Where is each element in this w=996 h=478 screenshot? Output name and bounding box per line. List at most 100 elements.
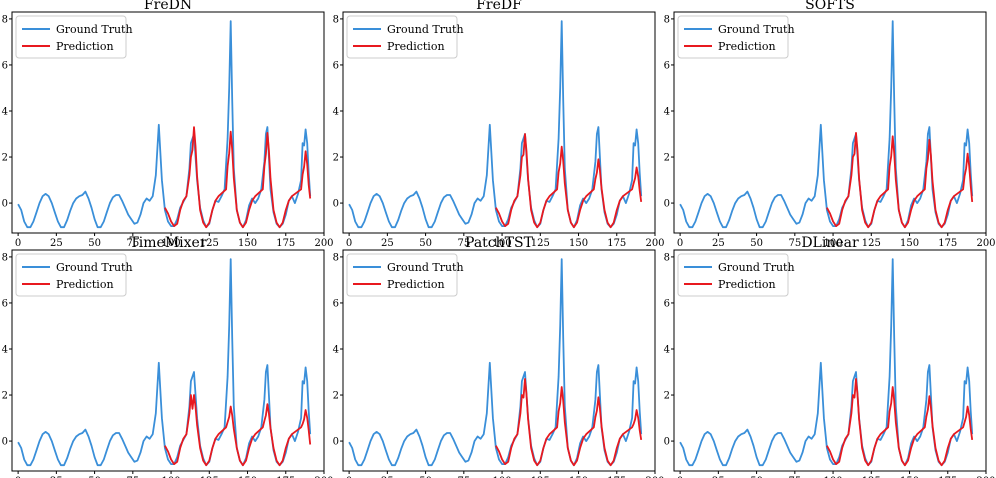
legend-box bbox=[677, 253, 789, 297]
x-tick-label: 150 bbox=[569, 476, 588, 478]
x-tick-label: 100 bbox=[824, 238, 843, 249]
y-tick-label: 4 bbox=[2, 106, 8, 117]
x-tick-label: 75 bbox=[126, 476, 139, 478]
legend-label-prediction: Prediction bbox=[56, 278, 114, 291]
legend-label-ground-truth: Ground Truth bbox=[56, 261, 133, 274]
series-prediction bbox=[495, 378, 643, 467]
chart-patchtst: PatchTST 0 25 50 75 100 125 150 175 200 0 2 4 6 8 Groun… bbox=[333, 235, 665, 478]
x-tick-label: 0 bbox=[677, 238, 683, 249]
series-prediction bbox=[495, 133, 643, 229]
x-tick-label: 100 bbox=[824, 476, 843, 478]
x-tick-label: 125 bbox=[531, 476, 550, 478]
x-tick-label: 175 bbox=[276, 238, 295, 249]
x-tick-label: 0 bbox=[677, 476, 683, 478]
x-tick-label: 125 bbox=[862, 476, 881, 478]
y-tick-label: 6 bbox=[2, 60, 8, 71]
legend-box bbox=[15, 15, 127, 59]
y-tick-label: 2 bbox=[333, 153, 339, 164]
y-tick-label: 4 bbox=[664, 344, 670, 355]
chart-title: DLinear bbox=[801, 235, 859, 251]
x-tick-label: 50 bbox=[419, 476, 432, 478]
legend-label-ground-truth: Ground Truth bbox=[387, 261, 464, 274]
y-tick-label: 8 bbox=[333, 252, 339, 263]
x-tick-label: 0 bbox=[15, 476, 21, 478]
y-tick-label: 0 bbox=[664, 437, 670, 448]
x-tick-label: 25 bbox=[381, 476, 394, 478]
series-prediction bbox=[826, 132, 974, 229]
y-tick-label: 0 bbox=[2, 437, 8, 448]
legend: Ground Truth Prediction bbox=[346, 253, 464, 297]
x-tick-label: 200 bbox=[314, 476, 333, 478]
x-tick-label: 75 bbox=[788, 476, 801, 478]
chart-title: FreDF bbox=[476, 0, 522, 13]
x-tick-label: 150 bbox=[900, 476, 919, 478]
x-tick-label: 125 bbox=[862, 238, 881, 249]
x-tick-label: 200 bbox=[645, 238, 664, 249]
legend-label-ground-truth: Ground Truth bbox=[387, 23, 464, 36]
chart-dlinear: DLinear 0 25 50 75 100 125 150 175 200 0 2 4 6 8 Ground… bbox=[664, 235, 996, 478]
x-tick-label: 125 bbox=[531, 238, 550, 249]
x-tick-label: 125 bbox=[200, 476, 219, 478]
x-tick-label: 125 bbox=[200, 238, 219, 249]
x-tick-label: 175 bbox=[607, 476, 626, 478]
x-tick-label: 0 bbox=[15, 238, 21, 249]
legend: Ground Truth Prediction bbox=[15, 253, 133, 297]
x-tick-label: 200 bbox=[976, 476, 995, 478]
legend-box bbox=[346, 253, 458, 297]
x-tick-label: 25 bbox=[712, 476, 725, 478]
y-tick-label: 2 bbox=[664, 391, 670, 402]
legend: Ground Truth Prediction bbox=[677, 15, 795, 59]
y-tick-label: 6 bbox=[2, 298, 8, 309]
y-tick-label: 8 bbox=[664, 252, 670, 263]
series-prediction bbox=[164, 394, 312, 467]
chart-fredn: FreDN 0 25 50 75 100 125 150 175 200 0 2 4 6 8 Ground T… bbox=[2, 0, 334, 249]
x-tick-label: 200 bbox=[976, 238, 995, 249]
x-tick-label: 150 bbox=[569, 238, 588, 249]
x-tick-label: 100 bbox=[162, 238, 181, 249]
x-tick-label: 0 bbox=[346, 476, 352, 478]
y-tick-label: 4 bbox=[333, 106, 339, 117]
legend-box bbox=[346, 15, 458, 59]
chart-title: FreDN bbox=[144, 0, 192, 13]
chart-title: PatchTST bbox=[465, 235, 534, 251]
chart-softs: SOFTS 0 25 50 75 100 125 150 175 200 0 2 4 6 8 Ground T… bbox=[664, 0, 996, 249]
x-tick-label: 150 bbox=[238, 476, 257, 478]
y-tick-label: 2 bbox=[2, 153, 8, 164]
x-tick-label: 50 bbox=[419, 238, 432, 249]
y-tick-label: 6 bbox=[333, 298, 339, 309]
y-tick-label: 0 bbox=[664, 199, 670, 210]
plot-frame bbox=[11, 249, 325, 472]
legend: Ground Truth Prediction bbox=[15, 15, 133, 59]
chart-title: TimeMixer bbox=[129, 235, 206, 251]
y-tick-label: 4 bbox=[664, 106, 670, 117]
x-tick-label: 200 bbox=[314, 238, 333, 249]
series-ground-truth bbox=[348, 20, 643, 229]
series-ground-truth bbox=[679, 258, 974, 467]
y-tick-label: 2 bbox=[664, 153, 670, 164]
plot-frame bbox=[673, 11, 987, 234]
legend-label-ground-truth: Ground Truth bbox=[718, 23, 795, 36]
series-prediction bbox=[164, 126, 312, 229]
x-tick-label: 150 bbox=[238, 238, 257, 249]
legend: Ground Truth Prediction bbox=[346, 15, 464, 59]
y-tick-label: 0 bbox=[333, 199, 339, 210]
y-tick-label: 4 bbox=[333, 344, 339, 355]
chart-title: SOFTS bbox=[805, 0, 855, 13]
x-tick-label: 25 bbox=[50, 238, 63, 249]
legend-box bbox=[677, 15, 789, 59]
plot-frame bbox=[673, 249, 987, 472]
legend: Ground Truth Prediction bbox=[677, 253, 795, 297]
y-tick-label: 6 bbox=[664, 298, 670, 309]
y-tick-label: 6 bbox=[333, 60, 339, 71]
plot-frame bbox=[11, 11, 325, 234]
x-tick-label: 100 bbox=[162, 476, 181, 478]
x-tick-label: 75 bbox=[788, 238, 801, 249]
chart-timemixer: TimeMixer 0 25 50 75 100 125 150 175 200 0 2 4 6 8 Grou… bbox=[2, 235, 334, 478]
series-ground-truth bbox=[348, 258, 643, 467]
x-tick-label: 175 bbox=[938, 476, 957, 478]
x-tick-label: 100 bbox=[493, 238, 512, 249]
x-tick-label: 25 bbox=[50, 476, 63, 478]
legend-label-ground-truth: Ground Truth bbox=[56, 23, 133, 36]
